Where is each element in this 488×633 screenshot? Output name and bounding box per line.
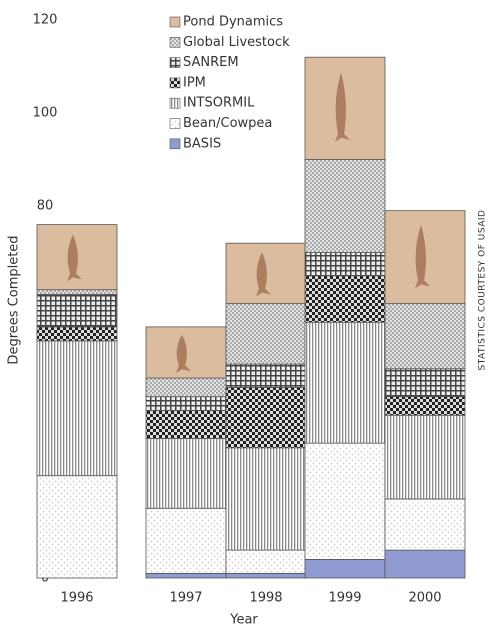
bar-segment — [305, 443, 385, 559]
bar-segment — [37, 327, 117, 341]
bar-segment — [146, 573, 226, 578]
legend-label: SANREM — [183, 55, 239, 70]
legend-swatch — [170, 139, 180, 149]
legend-swatch — [170, 17, 180, 27]
legend-swatch — [170, 98, 180, 108]
bar-segment — [305, 276, 385, 323]
y-tick-label: 80 — [37, 199, 54, 214]
legend-label: Pond Dynamics — [183, 15, 283, 30]
legend-swatch — [170, 58, 180, 68]
bar-segment — [385, 499, 465, 550]
legend-swatch — [170, 37, 180, 47]
bar-segment — [37, 476, 117, 578]
bar-segment — [146, 411, 226, 439]
legend-label: INTSORMIL — [183, 96, 255, 111]
legend-swatch — [170, 78, 180, 88]
bar-segment — [37, 290, 117, 295]
bar-segment — [305, 253, 385, 276]
bar-segment — [385, 369, 465, 397]
bar-segment — [37, 341, 117, 476]
y-tick-label: 100 — [33, 106, 58, 121]
bar-segment — [305, 322, 385, 443]
legend-label: IPM — [183, 75, 206, 90]
chart: Degrees Completed Year STATISTICS COURTE… — [0, 0, 488, 629]
y-axis-label: Degrees Completed — [7, 235, 22, 364]
bar-segment — [385, 415, 465, 499]
bar-segment — [146, 508, 226, 573]
side-note: STATISTICS COURTESY OF USAID — [478, 210, 488, 371]
x-tick-label: 1998 — [249, 591, 282, 606]
bar-segment — [385, 550, 465, 578]
bar-segment — [146, 378, 226, 397]
bar-segment — [305, 160, 385, 253]
legend-label: BASIS — [183, 136, 221, 151]
x-axis-label: Year — [229, 613, 258, 628]
legend-swatch — [170, 119, 180, 129]
y-tick-label: 120 — [33, 13, 58, 28]
bar-segment — [385, 397, 465, 416]
legend-label: Bean/Cowpea — [183, 116, 272, 131]
bar-segment — [385, 304, 465, 369]
bar-segment — [226, 387, 306, 447]
x-tick-label: 1999 — [328, 591, 361, 606]
x-tick-label: 1997 — [169, 591, 202, 606]
bar-segment — [305, 559, 385, 578]
x-tick-label: 2000 — [408, 591, 441, 606]
bar-segment — [226, 550, 306, 573]
x-tick-label: 1996 — [60, 591, 93, 606]
bar-segment — [226, 573, 306, 578]
bar-segment — [37, 294, 117, 327]
legend-label: Global Livestock — [183, 35, 290, 50]
bar-segment — [226, 448, 306, 550]
bar-segment — [146, 439, 226, 509]
bar-segment — [146, 397, 226, 411]
bar-segment — [226, 304, 306, 364]
bar-segment — [226, 364, 306, 387]
